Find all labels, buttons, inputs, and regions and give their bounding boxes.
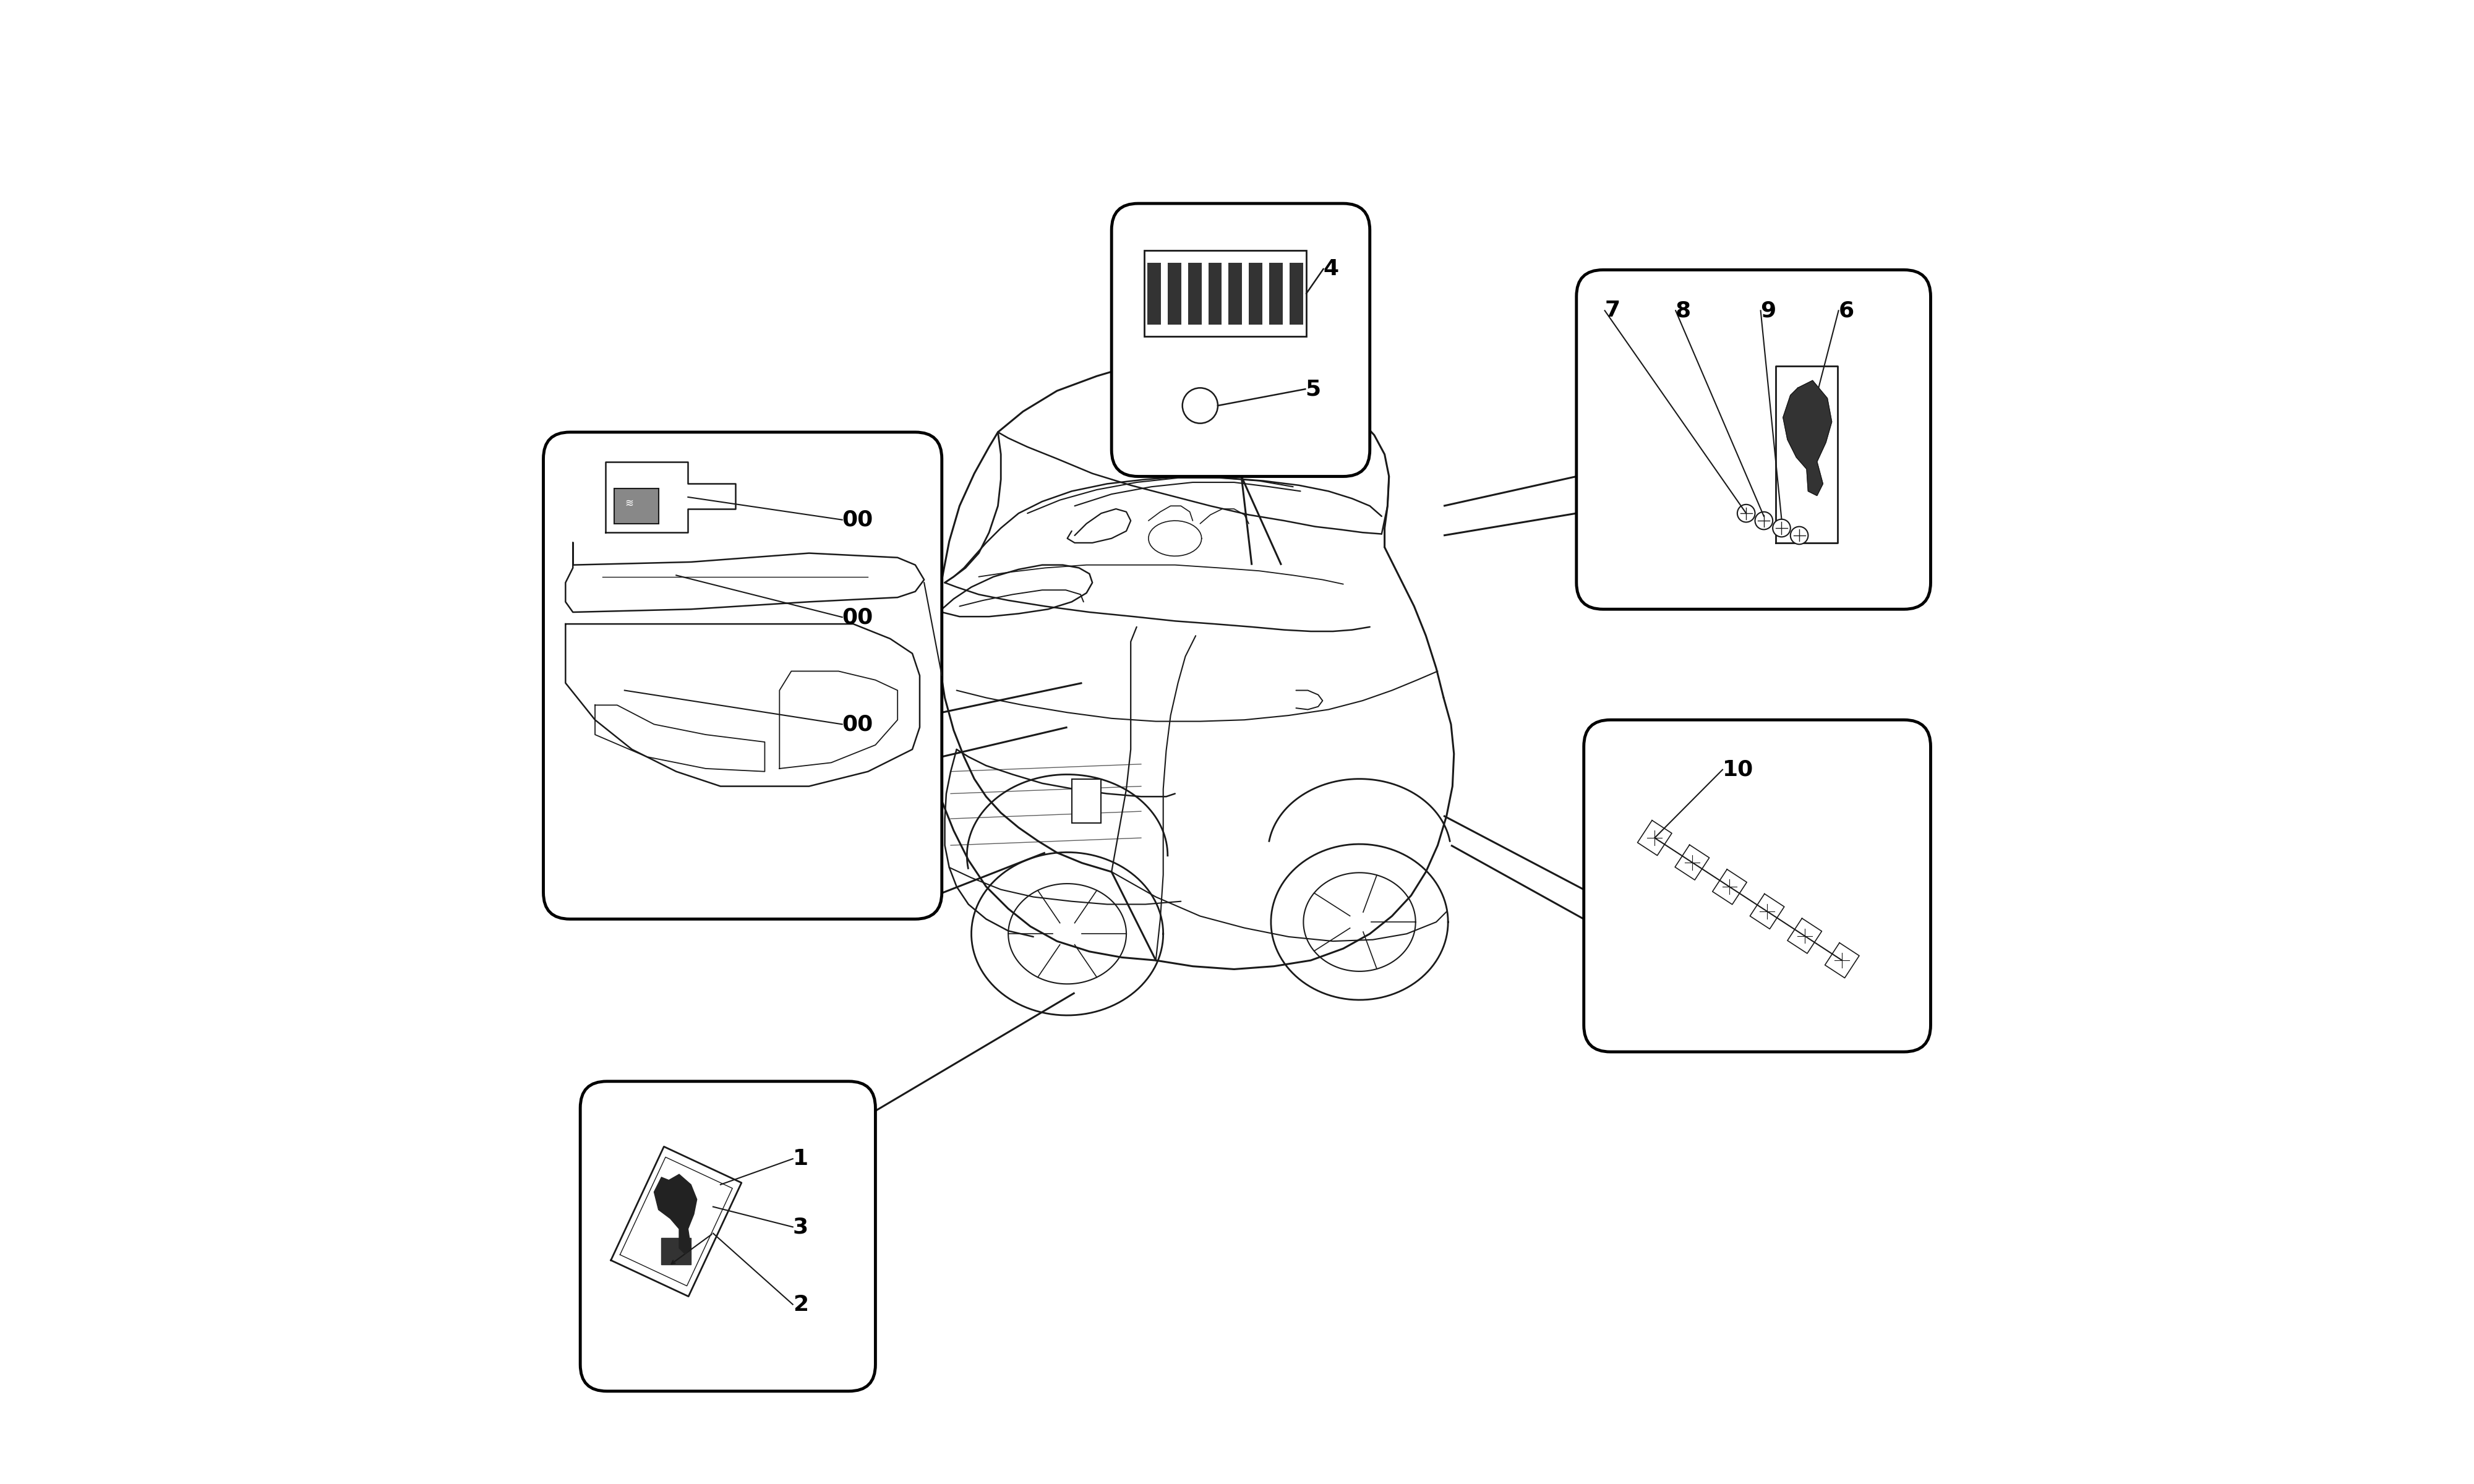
Text: 4: 4 [1324, 258, 1338, 279]
Text: 10: 10 [1722, 760, 1754, 781]
Text: 5: 5 [1306, 378, 1321, 399]
Text: 6: 6 [1838, 300, 1853, 321]
FancyBboxPatch shape [1111, 203, 1371, 476]
Circle shape [1737, 505, 1754, 522]
Polygon shape [653, 1174, 698, 1254]
Bar [1269, 263, 1282, 325]
FancyBboxPatch shape [1576, 270, 1930, 610]
Circle shape [1754, 512, 1774, 530]
Text: 9: 9 [1761, 300, 1776, 321]
FancyArrow shape [661, 1238, 690, 1264]
Bar [1148, 263, 1160, 325]
Polygon shape [1784, 380, 1831, 496]
Text: 7: 7 [1606, 300, 1620, 321]
Bar [1188, 263, 1202, 325]
Bar [1168, 263, 1180, 325]
FancyBboxPatch shape [544, 432, 943, 919]
Text: 8: 8 [1675, 300, 1692, 321]
Circle shape [1791, 527, 1808, 545]
Bar [1249, 263, 1262, 325]
FancyBboxPatch shape [1583, 720, 1930, 1052]
Bar [1289, 263, 1304, 325]
FancyBboxPatch shape [581, 1082, 876, 1391]
Bar [614, 488, 658, 524]
Text: 00: 00 [841, 509, 873, 530]
Text: 1: 1 [792, 1149, 809, 1169]
Text: 00: 00 [841, 607, 873, 628]
Text: 2: 2 [792, 1294, 809, 1315]
Text: 3: 3 [792, 1217, 809, 1238]
Bar [1230, 263, 1242, 325]
Circle shape [1183, 387, 1217, 423]
Circle shape [1774, 519, 1791, 537]
Bar [1071, 779, 1101, 824]
Text: ≋: ≋ [623, 497, 633, 509]
Bar [1207, 263, 1222, 325]
Text: 00: 00 [841, 714, 873, 735]
Bar [1143, 251, 1306, 337]
